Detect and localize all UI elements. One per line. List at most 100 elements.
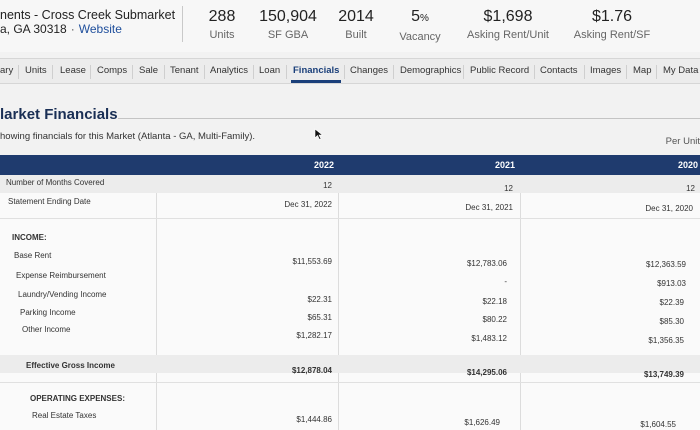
stat-rent-unit-value: $1,698 — [483, 8, 533, 25]
stat-vacancy-unit: % — [420, 13, 429, 24]
tab-divider — [393, 65, 394, 79]
tab-map[interactable]: Map — [633, 65, 652, 76]
cell-2022: $11,553.69 — [292, 257, 332, 266]
year-header-2020: 2020 — [678, 160, 699, 170]
column-divider — [338, 175, 339, 430]
cell-2020: $913.03 — [657, 279, 686, 288]
tab-bar: ary Units Lease Comps Sale Tenant Analyt… — [0, 58, 700, 84]
stat-vacancy: 5% Vacancy — [396, 8, 444, 44]
cell-2021: - — [504, 277, 507, 286]
row-label: Laundry/Vending Income — [18, 290, 107, 299]
tab-summary[interactable]: ary — [0, 65, 14, 76]
tab-images[interactable]: Images — [590, 65, 622, 76]
tab-divider — [253, 65, 254, 79]
stat-rent-sf: $1.76 Asking Rent/SF — [572, 8, 652, 42]
stat-units-value: 288 — [208, 8, 236, 25]
year-header-2021: 2021 — [495, 160, 516, 170]
cell-2021: $1,483.12 — [471, 334, 507, 343]
tab-financials[interactable]: Financials — [290, 65, 342, 83]
tab-units[interactable]: Units — [25, 65, 47, 76]
row-divider — [0, 382, 700, 383]
tab-divider — [344, 65, 345, 79]
property-header: nents - Cross Creek Submarket a, GA 3031… — [0, 0, 700, 52]
tab-divider — [132, 65, 133, 79]
tab-divider — [534, 65, 535, 79]
tab-my-data[interactable]: My Data — [663, 65, 699, 76]
column-divider — [520, 175, 521, 430]
cell-2020: $1,356.35 — [648, 336, 684, 345]
tab-divider — [286, 65, 287, 79]
stat-rent-sf-label: Asking Rent/SF — [573, 29, 651, 41]
property-address: a, GA 30318 · Website — [0, 22, 122, 36]
financials-table — [0, 175, 700, 430]
mouse-cursor-icon — [314, 128, 324, 140]
tab-analytics[interactable]: Analytics — [210, 65, 249, 76]
cell-2022: $1,444.86 — [296, 415, 332, 424]
tab-demographics[interactable]: Demographics — [400, 65, 462, 76]
stat-units: 288 Units — [204, 8, 240, 42]
cell-2020: $85.30 — [659, 317, 684, 326]
cell-2021: Dec 31, 2021 — [465, 203, 513, 212]
row-band — [0, 355, 700, 373]
tab-divider — [90, 65, 91, 79]
table-header: 2022 2021 2020 — [0, 155, 700, 175]
cell-2022: $65.31 — [307, 313, 332, 322]
cell-2020: $12,363.59 — [645, 260, 686, 269]
year-header-2022: 2022 — [314, 160, 335, 170]
per-unit-toggle[interactable]: Per Unit — [665, 136, 700, 147]
tab-public-record[interactable]: Public Record — [470, 65, 530, 76]
website-link[interactable]: Website — [78, 22, 122, 36]
stat-sf-gba-label: SF GBA — [267, 29, 309, 41]
row-band — [0, 175, 700, 193]
row-label: Effective Gross Income — [26, 361, 115, 370]
stat-vacancy-value: 5% — [396, 8, 444, 28]
stat-rent-sf-value: $1.76 — [591, 8, 633, 25]
stat-built-value: 2014 — [338, 8, 374, 25]
tab-sale[interactable]: Sale — [139, 65, 159, 76]
tab-tenant[interactable]: Tenant — [170, 65, 199, 76]
stat-vacancy-number: 5 — [411, 8, 420, 25]
tab-divider — [52, 65, 53, 79]
cell-2020: Dec 31, 2020 — [645, 204, 693, 213]
tab-changes[interactable]: Changes — [350, 65, 389, 76]
tab-divider — [18, 65, 19, 79]
cell-2020: 12 — [686, 184, 695, 193]
cell-2021: 12 — [504, 184, 513, 193]
stat-rent-unit-label: Asking Rent/Unit — [467, 29, 549, 41]
section-description: howing financials for this Market (Atlan… — [0, 131, 255, 142]
stat-built-label: Built — [345, 29, 367, 41]
row-label: Number of Months Covered — [6, 178, 105, 187]
row-divider — [0, 218, 700, 219]
tab-contacts[interactable]: Contacts — [540, 65, 578, 76]
row-label: Expense Reimbursement — [16, 271, 106, 280]
cell-2022: Dec 31, 2022 — [284, 200, 332, 209]
tab-lease[interactable]: Lease — [60, 65, 86, 76]
cell-2022: $12,878.04 — [291, 366, 332, 375]
tab-divider — [584, 65, 585, 79]
stat-rent-unit: $1,698 Asking Rent/Unit — [464, 8, 552, 42]
tab-divider — [164, 65, 165, 79]
income-heading: INCOME: — [12, 233, 47, 242]
cell-2022: $1,282.17 — [296, 331, 332, 340]
tab-comps[interactable]: Comps — [97, 65, 128, 76]
tab-divider — [463, 65, 464, 79]
tab-divider — [626, 65, 627, 79]
address-text: a, GA 30318 — [0, 22, 67, 36]
header-divider — [182, 6, 183, 42]
tab-divider — [204, 65, 205, 79]
tab-divider — [656, 65, 657, 79]
cell-2020: $1,604.55 — [640, 420, 676, 429]
stat-built: 2014 Built — [336, 8, 376, 42]
title-rule — [118, 118, 700, 119]
row-label: Statement Ending Date — [8, 197, 91, 206]
cell-2020: $22.39 — [659, 298, 684, 307]
row-label: Base Rent — [14, 251, 52, 260]
property-name: nents - Cross Creek Submarket — [0, 8, 176, 22]
cell-2021: $12,783.06 — [466, 259, 507, 268]
tab-loan[interactable]: Loan — [259, 65, 281, 76]
operating-expenses-heading: OPERATING EXPENSES: — [30, 394, 125, 403]
row-label: Real Estate Taxes — [32, 411, 97, 420]
cell-2020: $13,749.39 — [643, 370, 684, 379]
stat-sf-gba-value: 150,904 — [259, 8, 317, 25]
page-title: larket Financials — [0, 106, 118, 123]
